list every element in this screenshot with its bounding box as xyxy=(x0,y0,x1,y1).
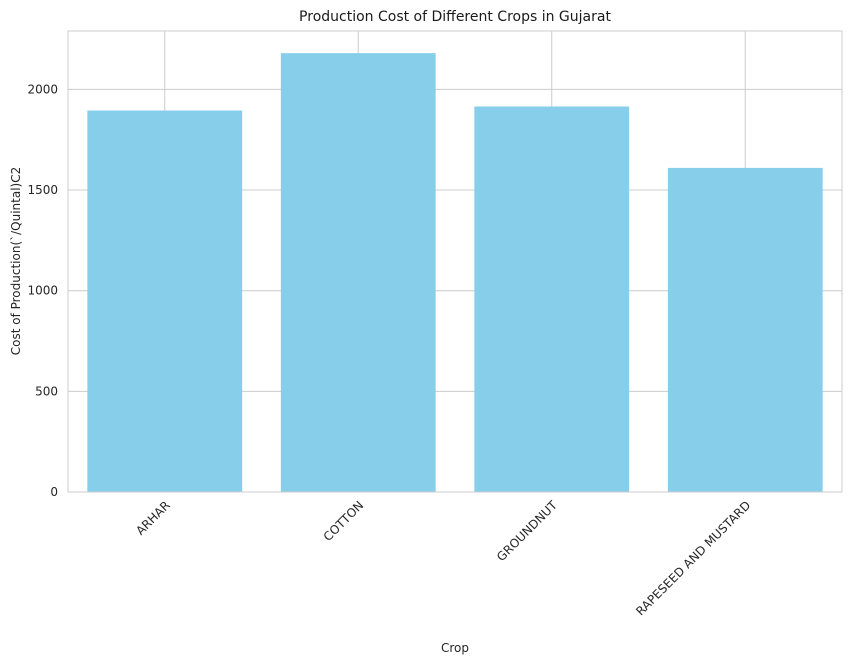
bar xyxy=(87,110,243,493)
bar xyxy=(280,53,436,492)
x-tick-label: RAPESEED AND MUSTARD xyxy=(633,498,753,618)
x-axis-ticks: ARHAR COTTON GROUNDNUT RAPESEED AND MUSTARD xyxy=(133,498,753,619)
y-axis-ticks: 0 500 1000 1500 2000 xyxy=(27,82,58,499)
x-tick-label: GROUNDNUT xyxy=(494,498,560,564)
y-axis-label: Cost of Production(`/Quintal)C2 xyxy=(9,167,23,356)
y-tick-label: 2000 xyxy=(27,82,58,96)
x-tick-label: ARHAR xyxy=(133,498,173,538)
y-tick-label: 500 xyxy=(35,384,58,398)
y-tick-label: 1500 xyxy=(27,183,58,197)
chart-title: Production Cost of Different Crops in Gu… xyxy=(299,9,611,25)
bar xyxy=(667,167,823,493)
x-tick-label: COTTON xyxy=(321,498,367,544)
x-axis-label: Crop xyxy=(441,641,469,655)
y-tick-label: 0 xyxy=(50,485,58,499)
plot-frame xyxy=(67,30,843,493)
y-tick-label: 1000 xyxy=(27,284,58,298)
bars xyxy=(87,53,823,493)
bar xyxy=(474,106,630,492)
